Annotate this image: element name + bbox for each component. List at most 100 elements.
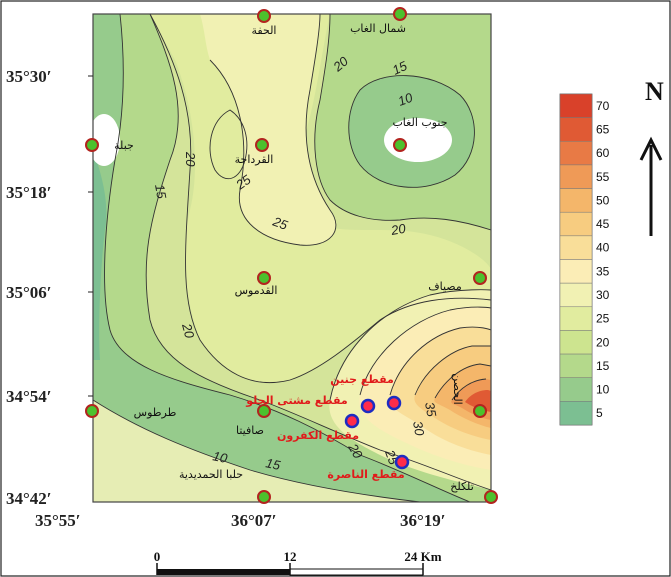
longitude-axis: 35°55′ 36°07′ 36°19′ xyxy=(35,511,446,530)
north-arrow: N xyxy=(639,77,664,236)
scale-bar: 0 12 24 Km xyxy=(154,549,442,576)
place-label: شمال الغاب xyxy=(350,22,406,35)
section-marker: مقطع مشتى الحلو xyxy=(245,394,376,414)
place-markers: الحفة شمال الغاب جنوب الغاب جبلة القرداح… xyxy=(85,7,498,504)
contour-label: 20 xyxy=(389,221,408,239)
place-marker: حلبا الحمديدية xyxy=(179,468,271,504)
section-label: مقطع الناصرة xyxy=(327,468,404,481)
contour-label: 20 xyxy=(183,151,198,167)
legend-value-label: 45 xyxy=(596,217,610,231)
latitude-axis: 35°30′ 35°18′ 35°06′ 34°54′ 34°42′ xyxy=(6,67,93,508)
legend-value-label: 70 xyxy=(596,99,610,113)
legend-swatch xyxy=(559,235,593,260)
place-marker: جبلة xyxy=(85,138,134,152)
legend-swatch xyxy=(559,353,593,378)
place-label: جبلة xyxy=(114,139,134,152)
section-marker: مقطع جنين xyxy=(330,373,402,411)
section-label: مقطع جنين xyxy=(330,373,394,386)
place-label: جنوب الغاب xyxy=(392,116,447,129)
legend-value-label: 25 xyxy=(596,312,610,326)
legend-swatch xyxy=(559,259,593,284)
map-frame xyxy=(92,13,492,503)
legend-value-label: 30 xyxy=(596,288,610,302)
section-label: مقطع الكفرون xyxy=(277,429,359,442)
contour-label: 20 xyxy=(345,440,366,462)
contour-label: 15 xyxy=(264,455,282,473)
legend-swatches xyxy=(559,93,593,426)
place-label: الحفة xyxy=(252,24,277,37)
place-marker: طرطوس xyxy=(85,404,177,419)
latitude-label: 35°06′ xyxy=(6,283,52,302)
place-label: حلبا الحمديدية xyxy=(179,468,243,481)
legend: 70 65 60 55 50 45 40 35 30 25 20 15 10 5 xyxy=(559,93,610,426)
north-arrow-icon xyxy=(639,136,663,161)
longitude-label: 36°07′ xyxy=(231,511,277,530)
contour-label: 35 xyxy=(422,401,439,419)
scale-tick-label: 0 xyxy=(154,549,161,564)
place-marker: القرداحة xyxy=(235,138,274,166)
place-marker: الحصن xyxy=(451,373,487,418)
place-label: صافيتا xyxy=(236,424,264,437)
north-label: N xyxy=(645,77,664,106)
contour-label: 30 xyxy=(410,420,427,438)
legend-value-label: 60 xyxy=(596,146,610,160)
longitude-label: 36°19′ xyxy=(400,511,446,530)
place-marker: مصياف xyxy=(428,271,487,293)
contour-label: 10 xyxy=(396,90,415,109)
place-marker: صافيتا xyxy=(236,404,271,437)
place-marker: الحفة xyxy=(252,9,277,37)
legend-swatch xyxy=(559,282,593,308)
legend-value-label: 55 xyxy=(596,170,610,184)
latitude-label: 34°42′ xyxy=(6,489,52,508)
legend-value-label: 65 xyxy=(596,122,610,136)
scale-tick-label: 12 xyxy=(284,549,297,564)
legend-value-label: 50 xyxy=(596,193,610,207)
latitude-label: 35°18′ xyxy=(6,183,52,202)
scale-tick-label: 24 Km xyxy=(404,549,441,564)
place-label: الحصن xyxy=(451,373,464,404)
longitude-label: 35°55′ xyxy=(35,511,81,530)
section-label: مقطع مشتى الحلو xyxy=(245,394,347,407)
contour-label: 15 xyxy=(152,183,169,201)
legend-swatch xyxy=(559,211,593,237)
place-marker: جنوب الغاب xyxy=(392,116,448,152)
contour-lines xyxy=(93,14,491,502)
contour-label: 10 xyxy=(211,448,229,466)
place-label: القدموس xyxy=(235,284,278,297)
legend-swatch xyxy=(559,188,593,213)
place-marker: شمال الغاب xyxy=(350,7,407,35)
latitude-label: 34°54′ xyxy=(6,387,52,406)
legend-swatch xyxy=(559,330,593,355)
contour-label: 15 xyxy=(390,58,410,78)
legend-value-label: 20 xyxy=(596,335,610,349)
place-marker: تلكلخ xyxy=(450,480,498,504)
legend-value-label: 5 xyxy=(596,406,603,420)
contour-label: 20 xyxy=(179,321,198,341)
place-label: طرطوس xyxy=(134,406,177,419)
legend-swatch xyxy=(559,401,593,426)
section-marker: مقطع الناصرة xyxy=(327,454,410,481)
place-label: مصياف xyxy=(428,280,462,293)
scale-segment-empty xyxy=(289,568,424,576)
latitude-label: 35°30′ xyxy=(6,67,52,86)
legend-swatch xyxy=(559,306,593,331)
place-label: تلكلخ xyxy=(450,480,474,493)
legend-swatch xyxy=(559,164,593,189)
legend-swatch xyxy=(559,93,593,118)
place-marker: القدموس xyxy=(235,271,278,297)
legend-swatch xyxy=(559,141,593,166)
legend-swatch xyxy=(559,117,593,142)
section-marker: مقطع الكفرون xyxy=(277,413,360,442)
legend-value-label: 35 xyxy=(596,264,610,278)
legend-labels: 70 65 60 55 50 45 40 35 30 25 20 15 10 5 xyxy=(596,99,610,420)
legend-value-label: 10 xyxy=(596,383,610,397)
legend-value-label: 40 xyxy=(596,241,610,255)
contour-label: 25 xyxy=(270,213,290,233)
place-label: القرداحة xyxy=(235,153,274,166)
section-markers: مقطع جنين مقطع مشتى الحلو مقطع الكفرون م… xyxy=(245,373,410,481)
legend-value-label: 15 xyxy=(596,359,610,373)
scale-segment-filled xyxy=(157,569,290,575)
